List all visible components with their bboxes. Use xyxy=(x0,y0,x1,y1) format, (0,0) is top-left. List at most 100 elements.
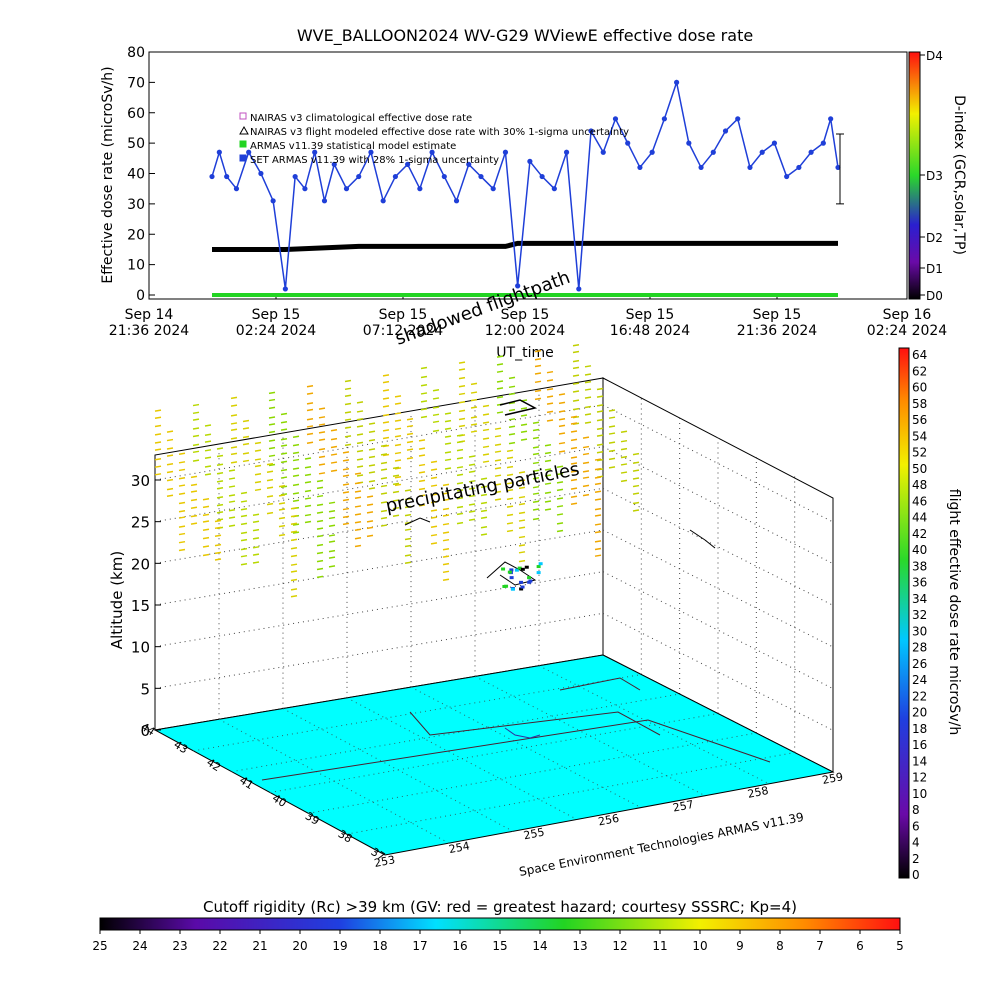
dose-point xyxy=(344,443,352,447)
dose-point xyxy=(620,439,628,443)
dose-point xyxy=(342,467,350,471)
dose-point xyxy=(214,526,222,530)
dose-point xyxy=(468,503,476,506)
dose-point xyxy=(266,502,274,506)
dose-point xyxy=(354,544,362,548)
dose-point xyxy=(418,504,426,507)
flight-dose-point xyxy=(504,584,509,588)
dose-point xyxy=(444,412,452,415)
dose-point xyxy=(330,453,338,456)
rigidity-tick-label: 18 xyxy=(372,939,387,953)
d-index-tick-label: D0 xyxy=(926,289,943,303)
latitude-tick-label: 42 xyxy=(204,756,223,774)
dose-point xyxy=(204,473,212,476)
altitude-ticks: 0 5 10 15 20 25 30 xyxy=(131,472,161,740)
dose-point xyxy=(252,537,260,540)
dose-point xyxy=(342,515,350,519)
dose-point xyxy=(442,578,450,582)
dose-point xyxy=(442,547,450,551)
dose-point xyxy=(532,469,540,473)
dose-point xyxy=(546,370,554,374)
flight-dose-point xyxy=(507,570,512,574)
dose-colorbar-tick-label: 52 xyxy=(912,446,927,460)
dose-point xyxy=(432,429,440,433)
dose-point xyxy=(252,528,260,532)
rigidity-tick-label: 10 xyxy=(692,939,707,953)
dose-point xyxy=(406,456,414,460)
dose-point xyxy=(316,519,324,523)
dose-point xyxy=(534,380,542,384)
dose-point xyxy=(228,485,236,488)
flight-dose-point xyxy=(524,565,529,569)
dose-point xyxy=(190,522,198,525)
top-y-tick-label: 70 xyxy=(127,75,145,91)
dose-point xyxy=(292,451,300,455)
dose-point xyxy=(228,469,236,472)
dose-point xyxy=(380,468,388,471)
dose-point xyxy=(556,497,564,500)
dose-point xyxy=(230,461,238,464)
dose-point xyxy=(494,474,502,477)
dose-point xyxy=(290,522,298,525)
dose-point xyxy=(596,434,604,437)
dose-point xyxy=(534,389,542,393)
dose-point xyxy=(254,480,262,484)
legend-marker xyxy=(239,154,247,162)
dose-colorbar: 0246810121416182022242628303234363840424… xyxy=(898,347,962,882)
dose-point xyxy=(584,396,592,399)
dose-point xyxy=(506,505,514,508)
dose-point xyxy=(506,529,514,533)
dose-point xyxy=(632,509,640,512)
dose-point xyxy=(278,516,286,520)
dose-point xyxy=(494,459,502,462)
top-x-tick-date: Sep 15 xyxy=(753,307,802,323)
dose-point xyxy=(632,461,640,464)
series-flight-point xyxy=(649,149,655,155)
dose-colorbar-ticks: 0246810121416182022242628303234363840424… xyxy=(912,348,927,882)
dose-point xyxy=(354,496,362,499)
dose-point xyxy=(558,424,566,428)
dose-point xyxy=(594,507,602,511)
series-flight-point xyxy=(368,149,374,155)
dose-point xyxy=(594,547,602,551)
dose-colorbar-tick-label: 6 xyxy=(912,819,920,833)
dose-colorbar-tick-label: 62 xyxy=(912,364,927,378)
dose-point xyxy=(508,401,516,405)
flight-track-shadow xyxy=(404,517,431,526)
flight-dose-point xyxy=(509,576,514,580)
dose-point xyxy=(608,441,616,444)
dose-point xyxy=(316,551,324,555)
dose-point xyxy=(230,404,238,407)
series-flight-point xyxy=(356,173,362,180)
dose-point xyxy=(584,380,592,384)
dose-point xyxy=(356,401,364,404)
dose-point xyxy=(342,474,350,477)
dose-point xyxy=(178,501,186,505)
dose-point xyxy=(266,470,274,473)
dose-point xyxy=(216,511,224,514)
dose-point xyxy=(304,457,312,460)
dose-point xyxy=(216,503,224,507)
dose-point xyxy=(570,430,578,433)
dose-point xyxy=(342,451,350,454)
dose-point xyxy=(456,448,464,452)
dose-point xyxy=(418,439,426,442)
dose-point xyxy=(406,448,414,451)
dose-point xyxy=(468,463,476,467)
dose-point xyxy=(280,485,288,488)
dose-colorbar-tick-label: 0 xyxy=(912,868,920,882)
dose-colorbar-tick-label: 40 xyxy=(912,543,927,557)
dose-point xyxy=(280,428,288,431)
series-flight-point xyxy=(270,198,276,204)
dose-point xyxy=(468,510,476,513)
dose-point xyxy=(418,494,426,497)
dose-point xyxy=(404,544,412,548)
dose-point xyxy=(458,368,466,371)
dose-point xyxy=(366,511,374,514)
dose-point xyxy=(178,540,186,544)
dose-point xyxy=(394,395,402,398)
dose-point xyxy=(620,455,628,459)
dose-point xyxy=(594,498,602,501)
series-flight-point xyxy=(233,186,240,192)
